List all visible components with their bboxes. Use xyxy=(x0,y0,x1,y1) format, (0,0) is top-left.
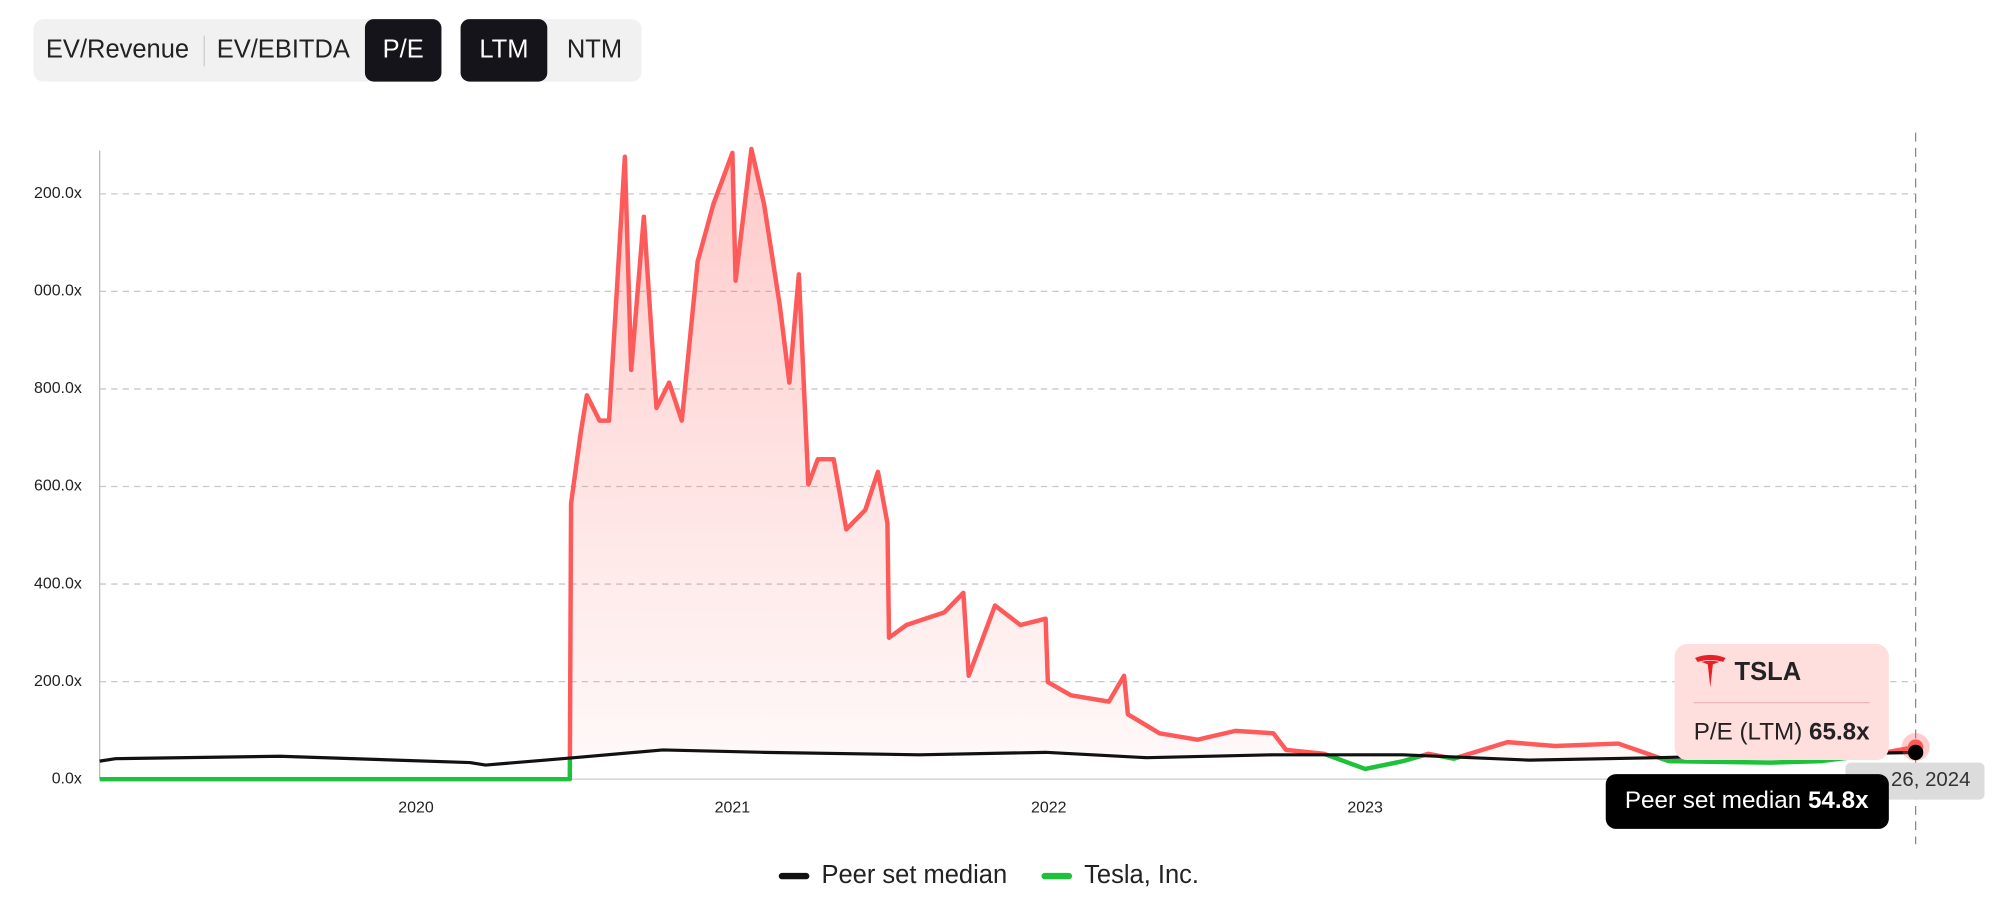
legend-label: Tesla, Inc. xyxy=(1084,861,1199,889)
button[interactable]: NTM xyxy=(567,36,622,64)
company-value: 65.8x xyxy=(1809,719,1870,746)
y-tick-label: 200.0x xyxy=(34,185,82,202)
tooltip-peer xyxy=(1605,774,1889,829)
y-tick-label: 000.0x xyxy=(34,283,82,300)
date: p 26, 2024 xyxy=(1874,769,1970,791)
x-tick-label: 2023 xyxy=(1347,800,1383,817)
y-tick-label: 600.0x xyxy=(34,478,82,495)
plot: 0.0x 200.0x 400.0x 600.0x 800.0x 000.0x 200.0x… xyxy=(34,132,1930,845)
active-button[interactable] xyxy=(364,19,442,82)
tesla-logo xyxy=(1695,654,1726,688)
y-tick-label: 400.0x xyxy=(34,575,82,592)
peer-name: Peer set median xyxy=(1625,788,1801,815)
legend: Peer set median Tesla, Inc. xyxy=(778,861,1199,889)
y-tick-label: 0.0x xyxy=(52,770,82,787)
button[interactable]: LTM xyxy=(479,36,528,64)
metric-group xyxy=(33,19,442,82)
y-tick-label: 800.0x xyxy=(34,380,82,397)
overlay: TSLA P/E (LTM) 65.8x p 26, 2024 Peer set… xyxy=(1605,643,1985,829)
toolbar: EV/Revenue EV/EBITDA P/E LTM NTM xyxy=(33,19,642,82)
metric: P/E (LTM) xyxy=(1694,719,1803,746)
legend-label: Peer set median xyxy=(821,861,1007,889)
button[interactable]: P/E xyxy=(383,36,424,64)
end-dot xyxy=(1907,744,1924,761)
line-below xyxy=(99,749,1917,782)
y-tick-label: 200.0x xyxy=(34,673,82,690)
active-button[interactable] xyxy=(460,19,548,82)
peer-value: 54.8x xyxy=(1808,788,1869,815)
line xyxy=(99,748,1916,767)
button[interactable]: EV/Revenue xyxy=(46,36,189,64)
button[interactable]: EV/EBITDA xyxy=(217,36,350,64)
ticker: TSLA xyxy=(1735,658,1802,686)
peer-label: Peer set median 54.8x xyxy=(1625,788,1869,815)
x-tick-label: 2020 xyxy=(398,800,434,817)
area xyxy=(99,148,1916,766)
x-tick-label: 2021 xyxy=(715,800,751,817)
metric-label: P/E (LTM) 65.8x xyxy=(1694,719,1870,746)
x-tick-label: 2022 xyxy=(1031,800,1067,817)
